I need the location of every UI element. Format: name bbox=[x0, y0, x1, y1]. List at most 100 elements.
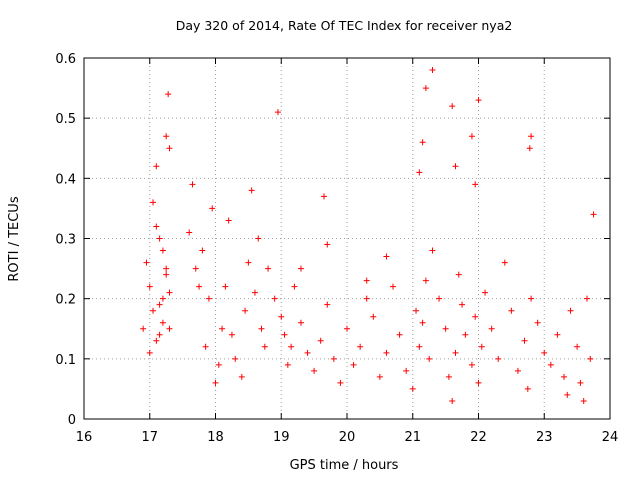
data-point bbox=[242, 307, 249, 314]
data-point bbox=[304, 349, 311, 356]
data-point bbox=[475, 97, 482, 104]
data-point bbox=[383, 349, 390, 356]
data-point bbox=[419, 319, 426, 326]
data-point bbox=[297, 319, 304, 326]
x-tick-label: 18 bbox=[207, 430, 224, 445]
data-point bbox=[455, 271, 462, 278]
data-point bbox=[159, 295, 166, 302]
data-point bbox=[363, 295, 370, 302]
data-point bbox=[488, 325, 495, 332]
data-point bbox=[311, 367, 318, 374]
data-point bbox=[528, 295, 535, 302]
data-point bbox=[445, 373, 452, 380]
data-point bbox=[150, 199, 157, 206]
data-point bbox=[528, 133, 535, 140]
data-point bbox=[449, 103, 456, 110]
data-point bbox=[462, 331, 469, 338]
data-point bbox=[159, 319, 166, 326]
data-point bbox=[363, 277, 370, 284]
data-point bbox=[255, 235, 262, 242]
y-tick-label: 0.4 bbox=[55, 172, 76, 187]
data-point bbox=[166, 145, 173, 152]
axis-ticks: 16 17 18 19 20 21 22 23 24 0 0.1 0.2 0.3 0.4 0.5 0.6 bbox=[55, 52, 618, 445]
data-point bbox=[248, 187, 255, 194]
data-point bbox=[209, 205, 216, 212]
data-point bbox=[163, 265, 170, 272]
data-point bbox=[146, 283, 153, 290]
data-point bbox=[590, 211, 597, 218]
x-tick-label: 21 bbox=[404, 430, 421, 445]
data-point bbox=[166, 289, 173, 296]
data-point bbox=[146, 349, 153, 356]
data-point bbox=[238, 373, 245, 380]
y-tick-label: 0 bbox=[68, 413, 76, 428]
grid bbox=[84, 58, 610, 419]
data-point bbox=[587, 355, 594, 362]
data-point bbox=[560, 373, 567, 380]
data-point bbox=[396, 331, 403, 338]
data-point bbox=[288, 343, 295, 350]
data-point bbox=[159, 247, 166, 254]
data-point bbox=[245, 259, 252, 266]
data-point bbox=[150, 307, 157, 314]
data-point bbox=[186, 229, 193, 236]
data-point bbox=[140, 325, 147, 332]
data-point bbox=[413, 307, 420, 314]
data-point bbox=[577, 379, 584, 386]
data-point bbox=[337, 379, 344, 386]
data-point bbox=[436, 295, 443, 302]
data-point bbox=[324, 301, 331, 308]
data-point bbox=[215, 361, 222, 368]
x-tick-label: 17 bbox=[141, 430, 158, 445]
data-point bbox=[205, 295, 212, 302]
data-point bbox=[468, 361, 475, 368]
data-point bbox=[475, 379, 482, 386]
data-point bbox=[265, 265, 272, 272]
data-point bbox=[422, 85, 429, 92]
data-point bbox=[370, 313, 377, 320]
data-point bbox=[199, 247, 206, 254]
data-point bbox=[153, 223, 160, 230]
data-point bbox=[330, 355, 337, 362]
data-point bbox=[156, 301, 163, 308]
x-tick-label: 23 bbox=[536, 430, 553, 445]
data-point bbox=[429, 67, 436, 74]
data-point bbox=[317, 337, 324, 344]
data-point bbox=[251, 289, 258, 296]
data-point bbox=[156, 235, 163, 242]
data-point bbox=[232, 355, 239, 362]
data-point bbox=[202, 343, 209, 350]
data-point bbox=[526, 145, 533, 152]
data-point bbox=[350, 361, 357, 368]
data-point bbox=[472, 181, 479, 188]
data-point bbox=[574, 343, 581, 350]
x-tick-label: 24 bbox=[602, 430, 619, 445]
x-tick-label: 19 bbox=[273, 430, 290, 445]
data-point bbox=[468, 133, 475, 140]
data-point bbox=[554, 331, 561, 338]
data-point bbox=[452, 163, 459, 170]
data-point bbox=[222, 283, 229, 290]
data-point bbox=[189, 181, 196, 188]
y-tick-label: 0.6 bbox=[55, 52, 76, 67]
x-tick-label: 22 bbox=[470, 430, 487, 445]
data-point bbox=[508, 307, 515, 314]
data-point bbox=[219, 325, 226, 332]
data-point bbox=[258, 325, 265, 332]
y-tick-label: 0.1 bbox=[55, 353, 76, 368]
data-point bbox=[291, 283, 298, 290]
data-point bbox=[567, 307, 574, 314]
data-point bbox=[344, 325, 350, 332]
x-tick-label: 16 bbox=[76, 430, 93, 445]
data-point bbox=[156, 331, 163, 338]
x-tick-label: 20 bbox=[339, 430, 356, 445]
data-point bbox=[225, 217, 232, 224]
data-point bbox=[583, 295, 590, 302]
data-point bbox=[547, 361, 554, 368]
data-point bbox=[534, 319, 541, 326]
data-point bbox=[419, 139, 426, 146]
data-point bbox=[501, 259, 508, 266]
data-point bbox=[426, 355, 433, 362]
data-point bbox=[383, 253, 390, 260]
data-point bbox=[514, 367, 521, 374]
